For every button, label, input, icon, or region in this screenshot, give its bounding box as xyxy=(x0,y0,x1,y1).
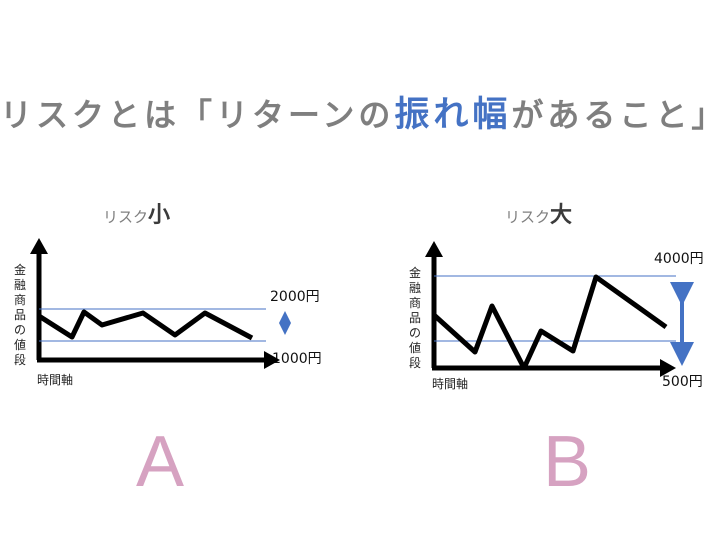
panel-b-lower-value: 500円 xyxy=(662,374,703,390)
panel-a-upper-value: 2000円 xyxy=(270,289,320,305)
panel-b-y-arrowhead xyxy=(425,241,443,257)
panel-a-letter: A xyxy=(136,422,185,502)
panel-b-title-emphasis: 大 xyxy=(550,203,573,228)
title-prefix: リスクとは「リターンの xyxy=(0,96,395,134)
panel-b-y-axis-label: 金融商品の値段 xyxy=(408,266,421,370)
panel-a-x-axis-label: 時間軸 xyxy=(37,373,74,387)
panel-a-y-arrowhead xyxy=(30,238,48,254)
panel-b-x-arrowhead xyxy=(660,359,676,377)
panel-a-y-axis-label: 金融商品の値段 xyxy=(13,263,26,367)
panel-a-title-prefix: リスク xyxy=(103,208,149,226)
panel-a-lower-value: 1000円 xyxy=(272,351,322,367)
panel-b-letter: B xyxy=(543,422,592,502)
panel-b-price-line xyxy=(432,274,668,371)
slide-title: リスクとは「リターンの振れ幅があること」 xyxy=(0,86,720,137)
panel-a-x-arrowhead xyxy=(264,351,280,369)
panel-b-axes xyxy=(425,241,676,377)
panel-a-range-marker xyxy=(279,311,291,335)
panel-b-x-axis-label: 時間軸 xyxy=(432,377,469,391)
panel-a-title-emphasis: 小 xyxy=(148,203,171,228)
title-suffix: があること」 xyxy=(511,96,720,134)
panel-b-title-prefix: リスク xyxy=(505,208,551,226)
panel-a-axes xyxy=(30,238,280,369)
title-highlight: 振れ幅 xyxy=(394,95,512,135)
panel-a-price-line xyxy=(37,309,254,341)
panel-a-title: リスク小 xyxy=(103,197,170,229)
panel-b-title: リスク大 xyxy=(505,197,572,229)
panel-b-upper-value: 4000円 xyxy=(654,251,704,267)
